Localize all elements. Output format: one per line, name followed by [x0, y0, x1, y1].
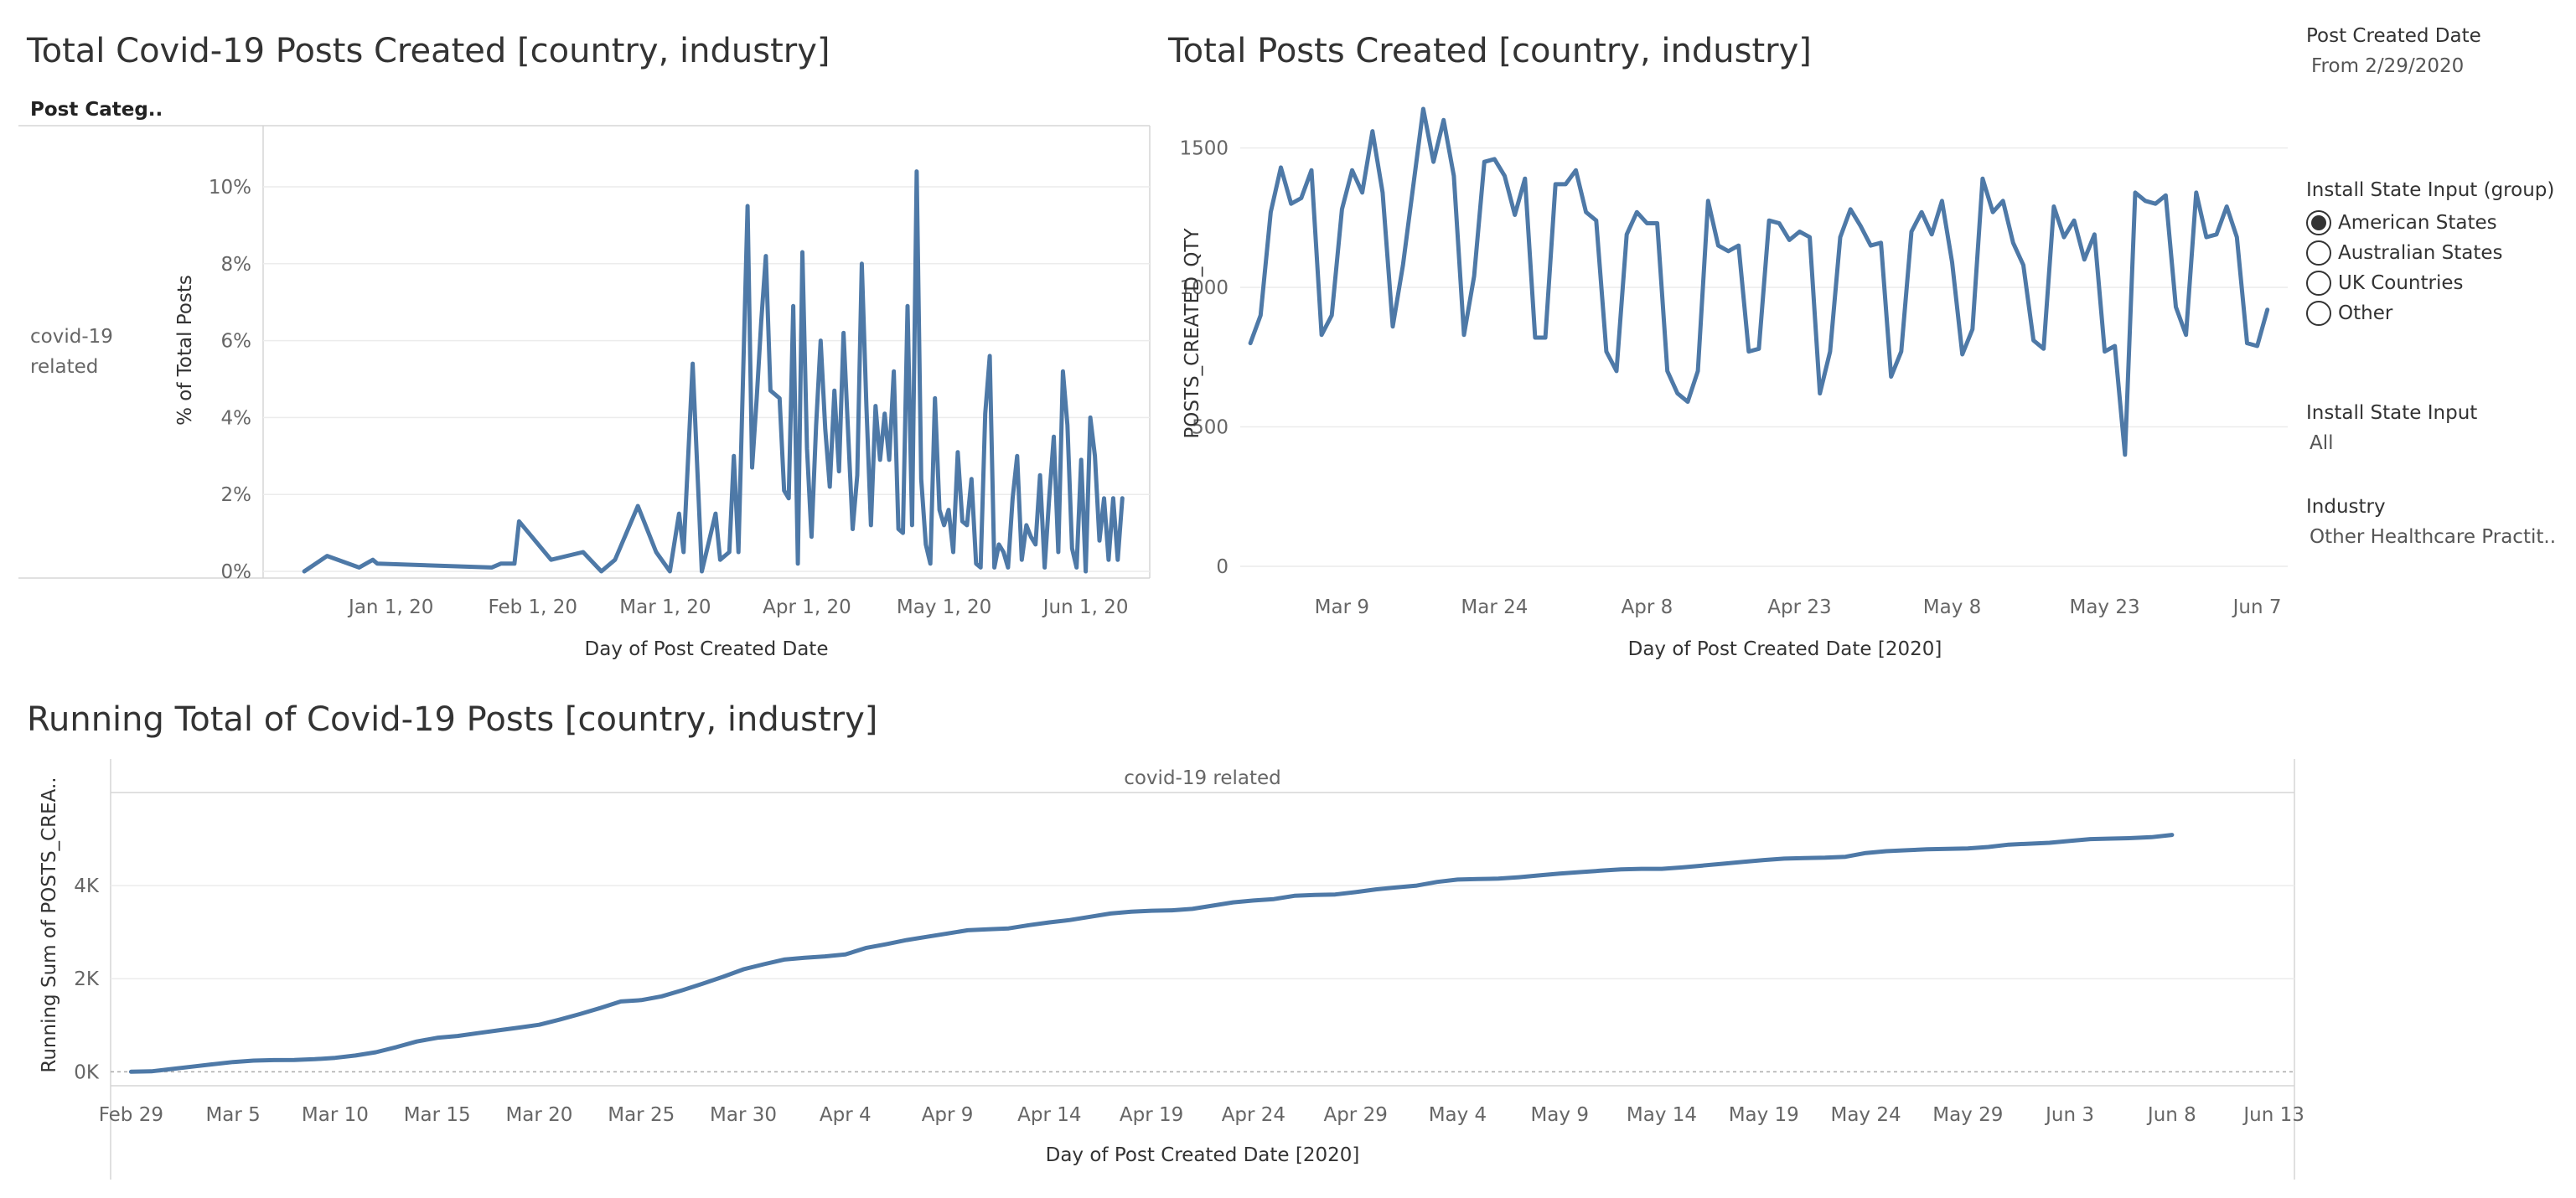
- radio-button-icon[interactable]: [2306, 210, 2331, 235]
- radio-button-icon[interactable]: [2306, 240, 2331, 266]
- running-total-y-tick-label: 4K: [74, 875, 100, 897]
- covid-pct-y-tick-label: 8%: [221, 254, 252, 276]
- total-posts-y-tick-label: 500: [1192, 417, 1229, 439]
- running-total-x-tick-label: Mar 5: [205, 1104, 260, 1126]
- running-total-x-tick-label: May 14: [1627, 1104, 1697, 1126]
- total-posts-x-tick-label: Mar 24: [1461, 596, 1528, 618]
- total-posts-y-tick-label: 1000: [1179, 277, 1229, 299]
- covid-pct-x-tick-label: May 1, 20: [897, 596, 991, 618]
- total-posts-x-tick-label: Mar 9: [1315, 596, 1369, 618]
- post-created-date-filter-title: Post Created Date: [2306, 25, 2481, 47]
- total-posts-title: Total Posts Created [country, industry]: [1168, 32, 1812, 70]
- total-posts-y-axis-title: POSTS_CREATED_QTY: [1182, 227, 1203, 438]
- running-total-x-tick-label: Mar 20: [505, 1104, 572, 1126]
- total-posts-y-tick-label: 0: [1216, 556, 1229, 578]
- running-total-panel-header: covid-19 related: [1124, 767, 1281, 789]
- running-total-y-axis-title: Running Sum of POSTS_CREA..: [39, 777, 60, 1072]
- covid-pct-y-tick-label: 4%: [221, 407, 252, 429]
- covid-pct-x-tick-label: Feb 1, 20: [488, 596, 577, 618]
- radio-option-label: Other: [2338, 302, 2393, 324]
- running-total-y-tick-label: 2K: [74, 968, 100, 990]
- covid-pct-x-axis-title: Day of Post Created Date: [585, 638, 829, 660]
- radio-option-label: American States: [2338, 212, 2497, 234]
- running-total-y-tick-label: 0K: [74, 1061, 100, 1083]
- running-total-x-tick-label: Feb 29: [99, 1104, 163, 1126]
- covid-pct-y-tick-label: 2%: [221, 484, 252, 506]
- running-total-x-tick-label: Apr 14: [1017, 1104, 1081, 1126]
- running-total-x-tick-label: Apr 4: [820, 1104, 872, 1126]
- running-total-title: Running Total of Covid-19 Posts [country…: [27, 700, 878, 739]
- running-total-x-axis-title: Day of Post Created Date [2020]: [1046, 1144, 1360, 1166]
- running-total-x-tick-label: Apr 19: [1120, 1104, 1183, 1126]
- covid-pct-y-tick-label: 0%: [221, 561, 252, 583]
- running-total-x-tick-label: May 24: [1830, 1104, 1901, 1126]
- covid-pct-x-tick-label: Apr 1, 20: [763, 596, 851, 618]
- running-total-x-tick-label: May 19: [1729, 1104, 1799, 1126]
- radio-button-icon[interactable]: [2306, 271, 2331, 296]
- total-posts-y-tick-label: 1500: [1179, 138, 1229, 160]
- covid-pct-row-label: covid-19 related: [30, 326, 113, 378]
- running-total-x-tick-label: Mar 25: [608, 1104, 675, 1126]
- total-posts-x-tick-label: Jun 7: [2232, 596, 2282, 618]
- covid-pct-y-tick-label: 10%: [209, 177, 251, 199]
- covid-pct-x-tick-label: Mar 1, 20: [619, 596, 711, 618]
- covid-pct-y-axis-title: % of Total Posts: [174, 275, 196, 426]
- total-posts-x-tick-label: May 23: [2069, 596, 2139, 618]
- radio-selected-dot-icon: [2311, 215, 2326, 230]
- covid-pct-x-tick-label: Jun 1, 20: [1042, 596, 1129, 618]
- total-posts-x-tick-label: May 8: [1923, 596, 1982, 618]
- running-total-x-tick-label: Jun 3: [2044, 1104, 2094, 1126]
- install-state-option-other[interactable]: Other: [2306, 298, 2392, 328]
- install-state-input-title: Install State Input: [2306, 402, 2478, 424]
- running-total-x-tick-label: May 29: [1932, 1104, 2003, 1126]
- covid-pct-title: Total Covid-19 Posts Created [country, i…: [27, 32, 830, 70]
- total-posts-series-line: [1248, 106, 2270, 457]
- install-state-option-uk-countries[interactable]: UK Countries: [2306, 268, 2464, 298]
- running-total-x-tick-label: Mar 30: [710, 1104, 777, 1126]
- running-total-x-tick-label: May 9: [1530, 1104, 1589, 1126]
- covid-pct-y-tick-label: 6%: [221, 331, 252, 353]
- radio-option-label: UK Countries: [2338, 272, 2464, 294]
- radio-option-label: Australian States: [2338, 242, 2503, 264]
- running-total-x-tick-label: Mar 10: [302, 1104, 369, 1126]
- covid-pct-x-tick-label: Jan 1, 20: [347, 596, 433, 618]
- covid-pct-series-line: [302, 169, 1125, 574]
- running-total-x-tick-label: Mar 15: [404, 1104, 471, 1126]
- install-state-option-australian-states[interactable]: Australian States: [2306, 238, 2503, 268]
- running-total-x-tick-label: May 4: [1429, 1104, 1487, 1126]
- running-total-x-tick-label: Jun 8: [2146, 1104, 2196, 1126]
- running-total-x-tick-label: Apr 29: [1323, 1104, 1387, 1126]
- running-total-x-tick-label: Jun 13: [2242, 1104, 2304, 1126]
- running-total-series-line: [128, 833, 2175, 1074]
- total-posts-x-axis-title: Day of Post Created Date [2020]: [1628, 638, 1942, 660]
- install-state-input-value[interactable]: All: [2310, 432, 2334, 454]
- install-state-option-american-states[interactable]: American States: [2306, 208, 2497, 238]
- radio-button-icon[interactable]: [2306, 301, 2331, 326]
- post-created-date-filter-value[interactable]: From 2/29/2020: [2311, 55, 2465, 77]
- install-state-group-title: Install State Input (group): [2306, 179, 2555, 201]
- running-total-x-tick-label: Apr 24: [1222, 1104, 1285, 1126]
- covid-pct-column-header: Post Categ..: [30, 99, 163, 121]
- industry-filter-title: Industry: [2306, 496, 2386, 518]
- total-posts-x-tick-label: Apr 23: [1767, 596, 1831, 618]
- running-total-x-tick-label: Apr 9: [922, 1104, 974, 1126]
- total-posts-x-tick-label: Apr 8: [1622, 596, 1673, 618]
- industry-filter-value[interactable]: Other Healthcare Practit..: [2310, 526, 2557, 548]
